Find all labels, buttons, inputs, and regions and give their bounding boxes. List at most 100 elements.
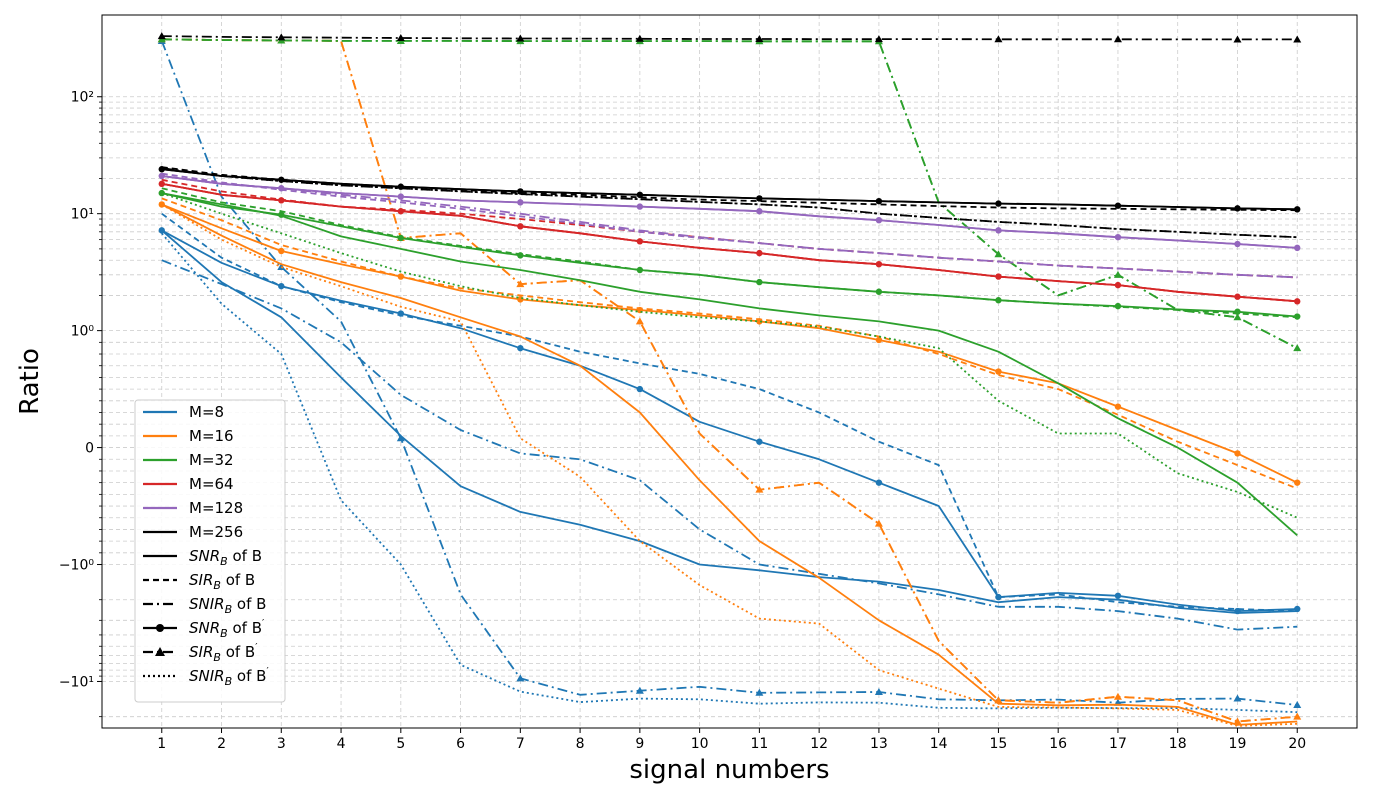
- series-line: [161, 203, 1298, 727]
- data-point: [1294, 605, 1301, 613]
- y-axis-ticks: −10¹ −10⁰ 0 10⁰ 10¹ 10²: [59, 90, 102, 718]
- series-line: [161, 182, 1298, 303]
- data-point: [278, 176, 285, 183]
- x-tick-label: 12: [810, 736, 828, 752]
- data-point: [158, 189, 165, 197]
- x-tick-label: 16: [1049, 736, 1067, 752]
- legend-label: SNIRB of B: [189, 595, 266, 616]
- legend: M=8 M=16 M=32 M=64 M=128 M=256 SNRB of B SIRB o…: [134, 399, 286, 703]
- y-tick-label: −10¹: [59, 674, 94, 690]
- series-25: [158, 172, 1301, 252]
- data-point: [278, 247, 285, 255]
- data-point: [158, 172, 165, 180]
- data-point: [517, 199, 524, 206]
- series-6: [161, 203, 1298, 726]
- data-point: [1114, 592, 1122, 599]
- legend-item: SNIRB of B: [143, 595, 266, 616]
- legend-item: SNIRB of B′: [143, 666, 269, 688]
- series-18: [161, 182, 1298, 303]
- data-point: [635, 686, 644, 694]
- series-line: [161, 229, 1298, 612]
- series-line: [161, 203, 1298, 484]
- data-point: [1234, 240, 1241, 248]
- data-point: [397, 208, 405, 215]
- legend-label: M=128: [189, 499, 243, 517]
- data-point: [1293, 344, 1302, 352]
- data-point: [636, 238, 644, 245]
- data-point: [995, 297, 1002, 304]
- series-line: [161, 167, 1298, 239]
- series-4: [157, 36, 1302, 709]
- x-axis-ticks: 1 2 3 4 5 6 7 8 9 10 11 12 13 14 15 16 17 18 19 20: [157, 728, 1306, 752]
- data-point: [875, 197, 883, 205]
- data-point: [636, 191, 644, 199]
- legend-label: M=256: [189, 523, 243, 541]
- y-tick-label: 10¹: [71, 207, 94, 223]
- series-line: [161, 172, 1298, 279]
- data-point: [1293, 35, 1302, 43]
- data-point: [158, 201, 165, 208]
- series-12: [161, 192, 1298, 536]
- data-point: [635, 317, 644, 325]
- data-point: [755, 485, 764, 493]
- legend-item: M=256: [143, 523, 243, 541]
- data-point: [1113, 692, 1122, 700]
- series-lines: [157, 32, 1302, 727]
- data-point: [278, 282, 285, 290]
- data-point: [874, 519, 883, 527]
- series-7: [161, 197, 1298, 490]
- data-point: [994, 250, 1003, 258]
- data-point: [756, 195, 763, 202]
- series-line: [160, 40, 1298, 706]
- data-point: [517, 188, 524, 195]
- x-tick-label: 9: [635, 736, 644, 752]
- data-point: [1294, 479, 1301, 486]
- series-8: [161, 38, 1298, 723]
- series-line: [161, 35, 1298, 41]
- data-point: [875, 260, 883, 268]
- data-point: [278, 185, 285, 192]
- series-line: [161, 197, 1298, 490]
- data-point: [756, 249, 763, 257]
- data-point: [995, 273, 1002, 280]
- data-point: [157, 32, 166, 40]
- data-point: [1234, 205, 1241, 212]
- series-line: [161, 229, 1298, 614]
- data-point: [397, 310, 405, 317]
- series-28: [161, 167, 1298, 239]
- data-point: [995, 368, 1002, 375]
- grid-lines: [102, 15, 1357, 728]
- series-0: [161, 229, 1298, 614]
- data-point: [516, 34, 525, 42]
- data-point: [1294, 313, 1301, 320]
- series-line: [161, 175, 1298, 249]
- x-tick-label: 19: [1229, 736, 1247, 752]
- x-tick-label: 10: [691, 736, 709, 752]
- x-tick-label: 20: [1288, 736, 1306, 752]
- y-tick-label: −10⁰: [59, 558, 95, 574]
- data-point: [1294, 206, 1301, 213]
- legend-item: SNRB of B′: [143, 618, 265, 640]
- data-point: [1294, 244, 1301, 252]
- data-point: [1234, 308, 1241, 315]
- series-11: [161, 203, 1298, 727]
- data-point: [1293, 712, 1302, 720]
- data-point: [755, 688, 764, 696]
- legend-item: SIRB of B: [143, 571, 255, 592]
- series-line: [161, 192, 1298, 318]
- series-line: [161, 38, 1298, 723]
- legend-marker: [155, 647, 165, 656]
- x-tick-label: 2: [217, 736, 226, 752]
- series-31: [161, 167, 1298, 239]
- data-point: [636, 266, 644, 274]
- x-tick-label: 8: [576, 736, 585, 752]
- series-line: [161, 38, 1298, 349]
- data-point: [1233, 35, 1242, 43]
- series-15: [158, 189, 1301, 320]
- legend-label: M=64: [189, 475, 234, 493]
- x-tick-label: 3: [277, 736, 286, 752]
- data-point: [636, 385, 644, 393]
- y-tick-label: 0: [85, 441, 94, 457]
- data-point: [397, 234, 405, 242]
- series-17: [161, 192, 1298, 519]
